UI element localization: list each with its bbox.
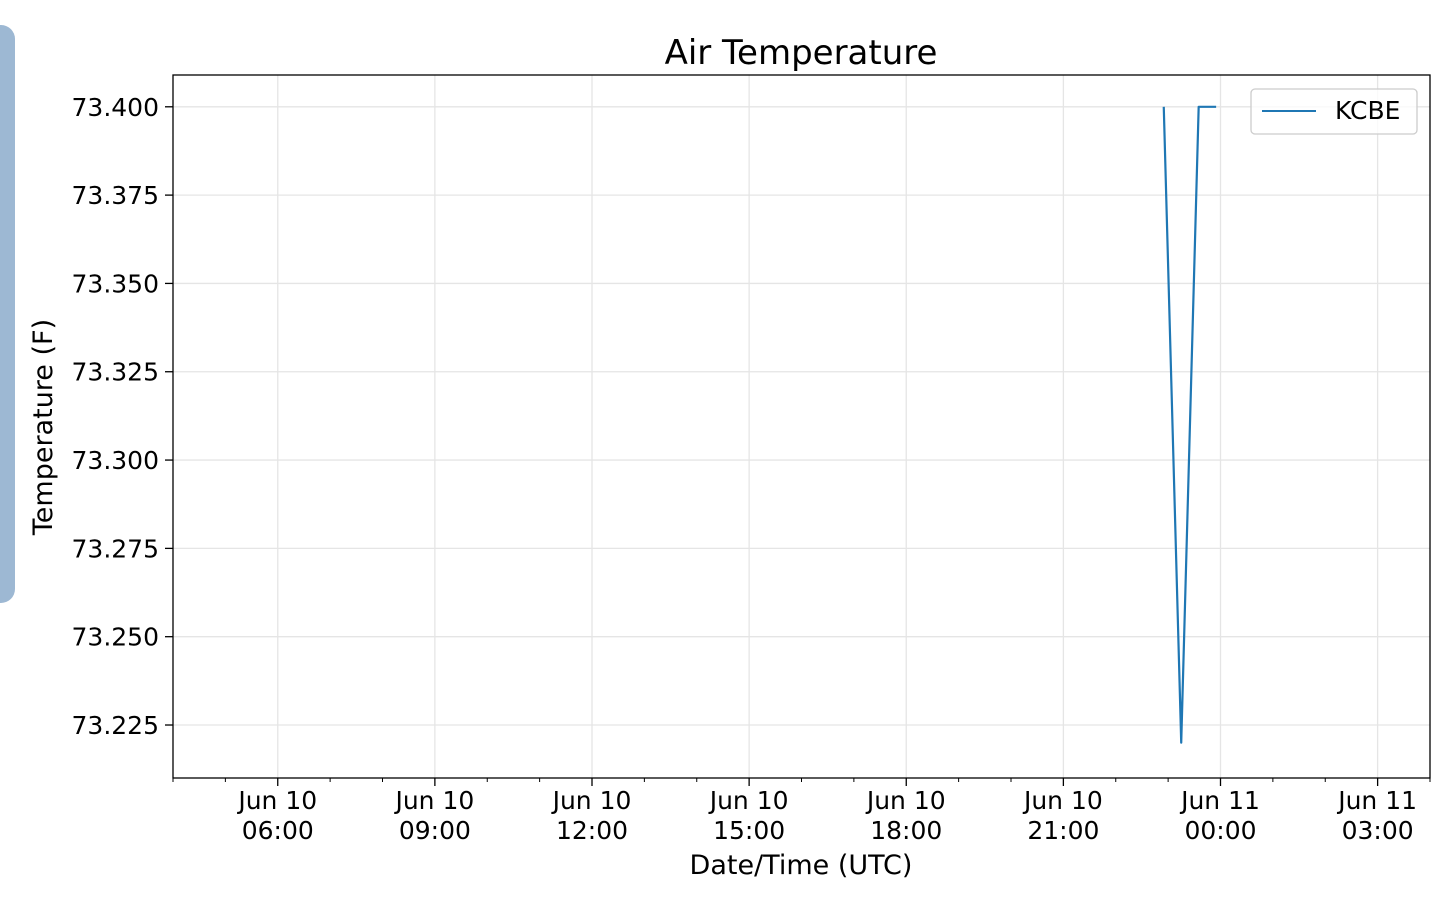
x-tick-label-time: 12:00	[556, 816, 628, 845]
y-tick-label: 73.325	[72, 358, 159, 387]
chart-title: Air Temperature	[665, 33, 938, 73]
x-tick-label-date: Jun 11	[1336, 786, 1417, 815]
x-tick-label-time: 18:00	[870, 816, 942, 845]
x-tick-label-date: Jun 10	[1022, 786, 1103, 815]
series-layer	[1162, 105, 1217, 744]
x-tick-label-date: Jun 10	[865, 786, 946, 815]
y-tick-label: 73.350	[72, 269, 159, 298]
x-axis-label: Date/Time (UTC)	[690, 850, 913, 881]
x-tick-label-time: 21:00	[1027, 816, 1099, 845]
x-tick-label-date: Jun 10	[551, 786, 632, 815]
x-tick-label-time: 00:00	[1184, 816, 1256, 845]
legend-box	[1250, 88, 1418, 135]
legend: KCBE	[1250, 88, 1418, 135]
legend-label: KCBE	[1335, 96, 1400, 125]
y-axis-label: Temperature (F)	[28, 319, 59, 536]
x-tick-label-time: 03:00	[1342, 816, 1414, 845]
y-tick-label: 73.225	[72, 711, 159, 740]
series-line	[1162, 105, 1217, 744]
x-tick-label-time: 06:00	[242, 816, 314, 845]
x-tick-label-time: 09:00	[399, 816, 471, 845]
y-tick-label: 73.250	[72, 623, 159, 652]
y-tick-label: 73.375	[72, 181, 159, 210]
x-tick-label-date: Jun 11	[1179, 786, 1260, 815]
x-tick-label-date: Jun 10	[393, 786, 474, 815]
y-tick-label: 73.275	[72, 534, 159, 563]
side-panel-tab[interactable]	[0, 25, 15, 603]
y-tick-label: 73.400	[72, 93, 159, 122]
x-tick-label-time: 15:00	[713, 816, 785, 845]
y-tick-label: 73.300	[72, 446, 159, 475]
x-tick-label-date: Jun 10	[708, 786, 789, 815]
axis-ticks	[165, 106, 1431, 786]
x-tick-label-date: Jun 10	[236, 786, 317, 815]
plot-area-frame	[172, 74, 1431, 779]
grid-lines	[173, 75, 1430, 778]
